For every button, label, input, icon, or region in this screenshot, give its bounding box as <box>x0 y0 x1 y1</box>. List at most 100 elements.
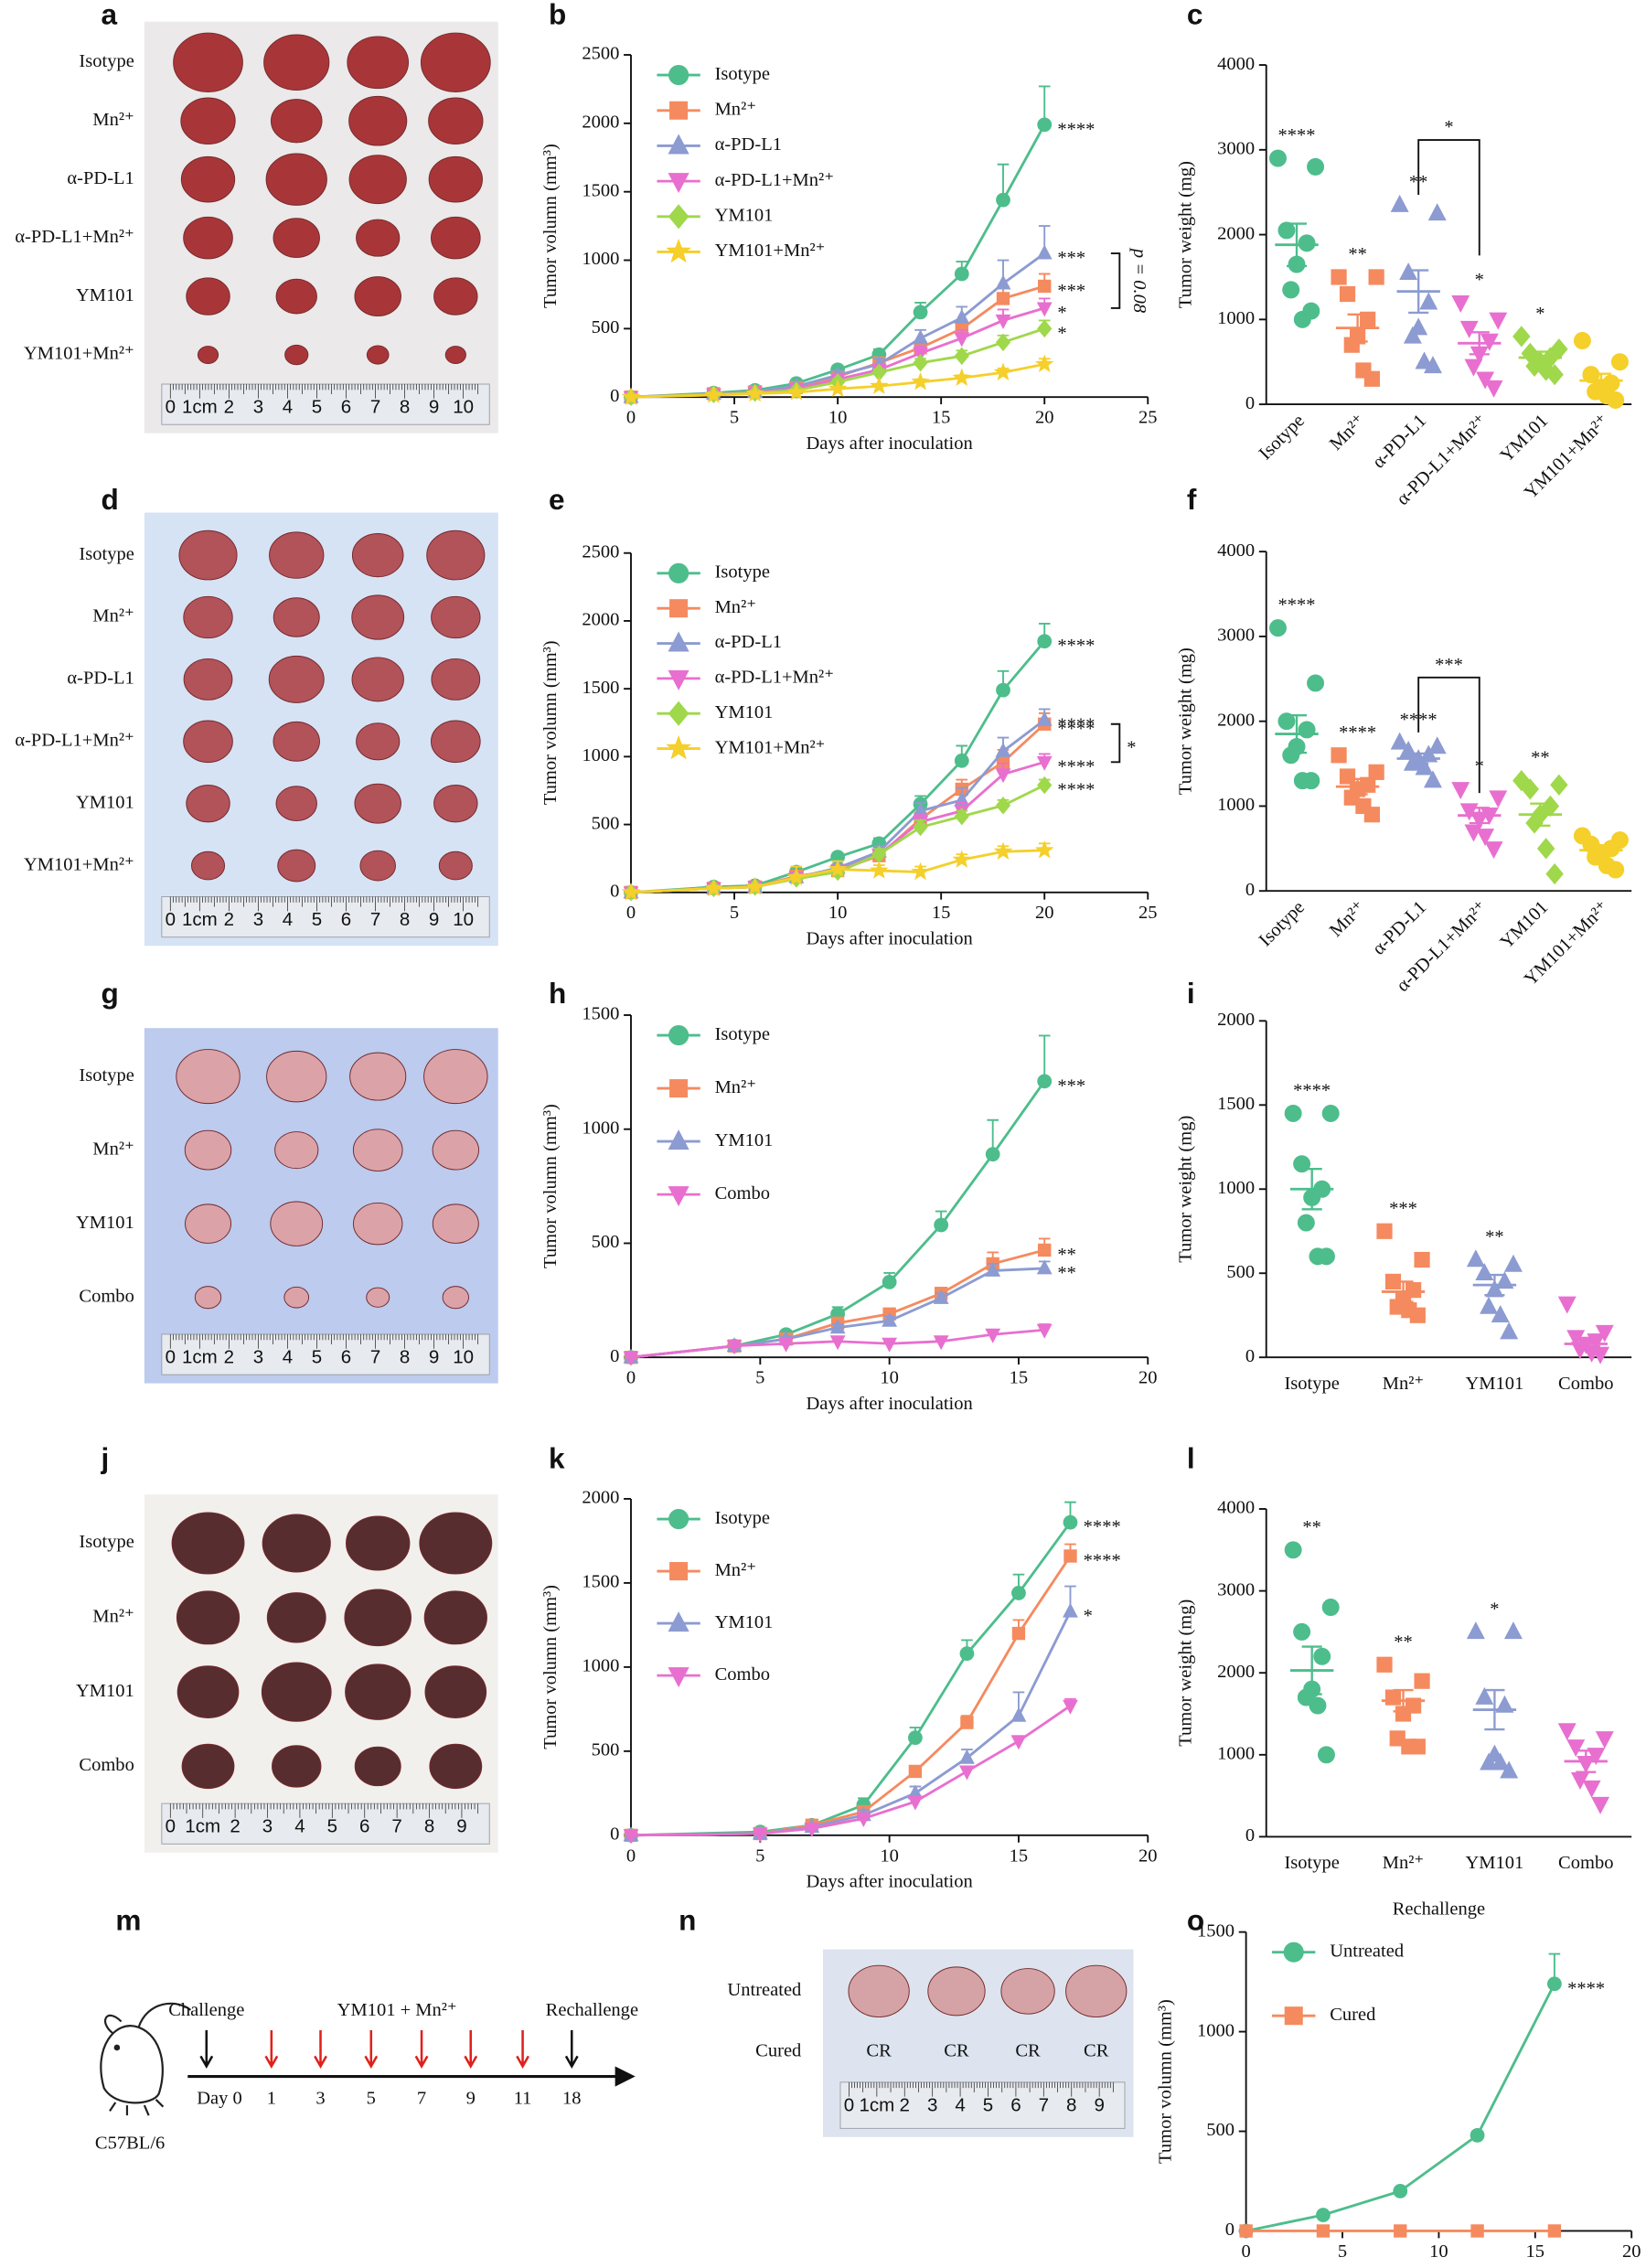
marker <box>1547 2224 1562 2238</box>
significance: * <box>1490 1599 1499 1619</box>
legend-label: Mn²⁺ <box>715 1077 756 1097</box>
row-label: α-PD-L1+Mn²⁺ <box>15 227 134 247</box>
sem-bar <box>1286 714 1308 754</box>
ruler <box>161 896 490 938</box>
sem-bar <box>1347 777 1368 796</box>
marker <box>1063 1549 1077 1563</box>
day-label: 1 <box>267 2088 276 2108</box>
ruler-label: 3 <box>927 2094 937 2115</box>
y-tick-label: 1500 <box>582 1572 619 1592</box>
y-tick-label: 2000 <box>582 610 619 630</box>
event-arrow <box>464 2029 478 2070</box>
marker <box>1459 320 1479 338</box>
panel-letter: l <box>1187 1441 1195 1474</box>
y-axis-label: Tumor weight (mg) <box>1176 647 1196 795</box>
marker <box>913 329 928 345</box>
marker <box>913 354 928 372</box>
marker <box>952 368 972 386</box>
bracket <box>1110 252 1121 309</box>
panel-letter: k <box>549 1441 565 1474</box>
day-label: 7 <box>417 2088 426 2108</box>
marker <box>1451 295 1470 314</box>
ruler-label: 0 <box>166 397 176 418</box>
marker <box>1451 782 1470 800</box>
bracket <box>1417 139 1480 256</box>
marker <box>1409 1307 1426 1323</box>
significance: ** <box>1057 1245 1076 1265</box>
x-tick-label: YM101 <box>1465 1853 1523 1873</box>
x-axis-label: Days after inoculation <box>806 1872 972 1892</box>
y-tick-label: 2000 <box>582 112 619 133</box>
marker <box>1010 1706 1027 1722</box>
y-tick-label: 1000 <box>582 1656 619 1676</box>
marker <box>1500 1321 1519 1340</box>
ruler-label: 10 <box>453 909 474 930</box>
marker <box>995 274 1011 290</box>
marker <box>870 376 889 394</box>
ruler-label: 4 <box>283 397 293 418</box>
marker <box>1536 359 1555 381</box>
day-start-label: Day 0 <box>197 2088 242 2108</box>
row-label: YM101 <box>76 792 134 812</box>
y-tick-label: 500 <box>592 1232 620 1252</box>
tumor <box>354 783 401 824</box>
bracket-label: * <box>1444 117 1453 137</box>
marker <box>1423 356 1442 374</box>
panel-letter: o <box>1187 1904 1204 1937</box>
y-tick-label: 2500 <box>582 541 619 562</box>
y-tick-label: 1500 <box>582 180 619 200</box>
ruler-label: 0 <box>166 1816 176 1837</box>
y-tick-label: 0 <box>1245 880 1255 900</box>
ruler-label: 5 <box>312 909 322 930</box>
marker <box>1591 1796 1610 1814</box>
x-tick-label: YM101 <box>1465 1374 1523 1394</box>
tumor <box>349 1052 407 1101</box>
event-arrow <box>364 2029 379 2070</box>
marker <box>993 362 1013 381</box>
legend-label: YM101+Mn²⁺ <box>715 241 826 261</box>
row-label: YM101 <box>76 285 134 305</box>
significance: * <box>1057 323 1066 343</box>
marker <box>1317 1746 1335 1764</box>
significance: **** <box>1057 780 1095 800</box>
legend-marker <box>668 134 689 155</box>
marker <box>1317 1247 1335 1266</box>
tumor <box>178 530 238 581</box>
marker <box>1339 285 1356 303</box>
legend-marker <box>668 1508 689 1530</box>
x-axis-label: Days after inoculation <box>806 1394 972 1414</box>
significance: **** <box>1567 1978 1605 1998</box>
x-tick-label: 0 <box>626 1845 636 1866</box>
tumor <box>347 36 410 90</box>
marker <box>1557 1296 1577 1314</box>
marker <box>1360 311 1376 327</box>
ruler-label: 3 <box>253 909 263 930</box>
x-tick-label: 25 <box>1138 903 1158 923</box>
x-tick-label: 15 <box>1010 1368 1029 1388</box>
marker <box>621 882 641 901</box>
ruler-label: 7 <box>391 1816 401 1837</box>
series-line <box>630 849 1045 894</box>
panel-letter: m <box>115 1904 141 1937</box>
ruler-label: 5 <box>983 2094 993 2115</box>
sem-bar <box>1393 1688 1414 1713</box>
tumor <box>270 1201 324 1246</box>
marker <box>1390 194 1409 212</box>
marker <box>1394 2224 1407 2238</box>
x-axis-label: Days after inoculation <box>806 929 972 949</box>
error-bar-line <box>1038 1034 1051 1082</box>
timeline-head <box>615 2066 636 2087</box>
marker <box>1414 1251 1430 1268</box>
tumor <box>423 1049 488 1105</box>
marker <box>1307 157 1325 176</box>
marker <box>913 305 928 320</box>
legend-marker <box>669 599 689 618</box>
significance: *** <box>1057 281 1085 301</box>
tumor <box>270 99 323 144</box>
row-label: Combo <box>79 1755 134 1775</box>
x-tick-label: 15 <box>932 408 951 428</box>
ruler-label: 10 <box>453 397 474 418</box>
marker <box>1390 732 1409 750</box>
tumor <box>428 97 484 144</box>
